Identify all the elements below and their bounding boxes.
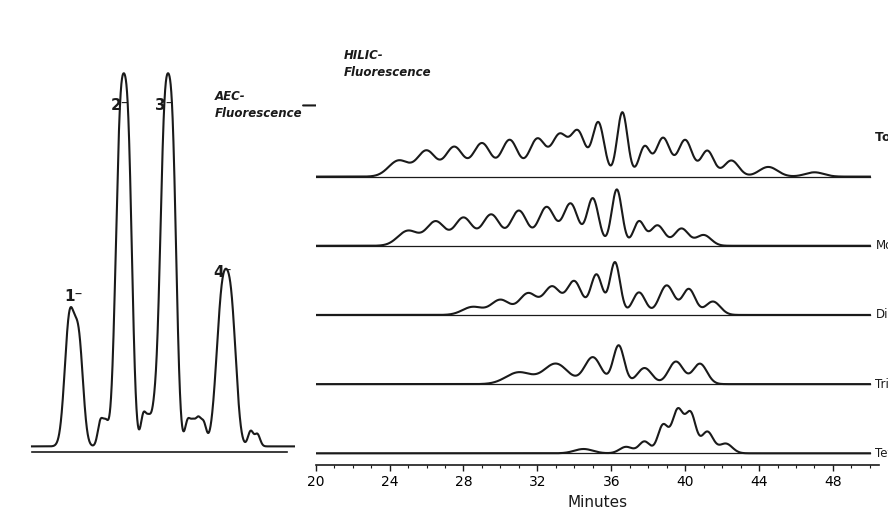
X-axis label: Minutes: Minutes (567, 494, 628, 509)
Text: AEC-
Fluorescence: AEC- Fluorescence (214, 90, 302, 121)
Text: Total Glycan Pool.: Total Glycan Pool. (876, 130, 888, 144)
Text: 2⁻: 2⁻ (111, 98, 130, 113)
Text: HILIC-
Fluorescence: HILIC- Fluorescence (344, 49, 431, 79)
Text: Disialylated: Disialylated (876, 309, 888, 322)
Text: 4⁻: 4⁻ (213, 265, 232, 280)
Text: Trisialylated: Trisialylated (876, 377, 888, 390)
Text: Monosialylated: Monosialylated (876, 239, 888, 252)
Text: 3⁻: 3⁻ (155, 98, 174, 113)
Text: 1⁻: 1⁻ (64, 289, 83, 304)
Text: Tetrasialylated: Tetrasialylated (876, 447, 888, 460)
